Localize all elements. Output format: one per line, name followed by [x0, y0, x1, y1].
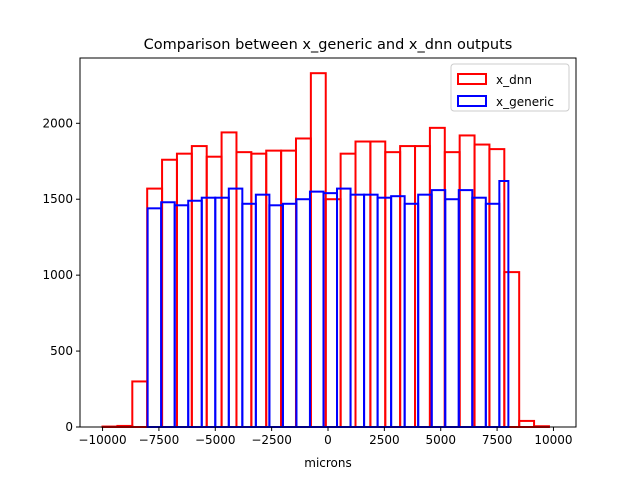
x-tick-label: −10000 — [78, 433, 126, 447]
x-tick-label: 7500 — [482, 433, 513, 447]
y-tick-label: 1000 — [42, 268, 73, 282]
plot-area — [101, 72, 550, 429]
x-tick-label: −7500 — [139, 433, 180, 447]
bar-x_generic-4 — [200, 196, 217, 428]
bar-x_generic-11 — [295, 198, 311, 428]
bar-x_generic-19 — [403, 202, 420, 428]
bar-x_generic-23 — [457, 189, 474, 428]
axes-frame — [79, 57, 577, 428]
bar-x_dnn-19 — [384, 151, 402, 428]
y-tick-label: 2000 — [42, 116, 73, 130]
legend: x_dnn x_generic — [450, 63, 570, 112]
x-tick-label: 5000 — [425, 433, 456, 447]
series-x_dnn — [101, 72, 550, 429]
legend-label-x_dnn: x_dnn — [496, 73, 532, 87]
bar-x_dnn-20 — [399, 145, 417, 429]
y-tick-label: 0 — [65, 420, 73, 434]
legend-swatch-x_dnn — [457, 73, 487, 85]
bar-x_dnn-5 — [175, 152, 193, 429]
bar-x_generic-14 — [336, 187, 352, 428]
bar-x_dnn-13 — [294, 137, 312, 428]
bar-x_dnn-15 — [324, 198, 342, 428]
chart-title: Comparison between x_generic and x_dnn o… — [144, 37, 513, 53]
bar-x_generic-18 — [390, 195, 406, 428]
bar-x_dnn-25 — [473, 143, 491, 429]
bar-x_generic-7 — [241, 202, 257, 428]
bar-x_dnn-3 — [146, 187, 164, 428]
bar-x_dnn-23 — [443, 151, 461, 428]
bar-x_generic-8 — [254, 193, 271, 428]
bar-x_dnn-6 — [190, 145, 208, 429]
bar-x_generic-21 — [430, 189, 447, 428]
y-axis: 0 500 1000 1500 2000 — [42, 116, 80, 434]
y-tick-label: 1500 — [42, 192, 73, 206]
x-axis: −10000 −7500 −5000 −2500 0 2500 5000 7500 10000 — [78, 427, 573, 447]
bar-x_dnn-28 — [518, 419, 536, 429]
bar-x_generic-1 — [160, 201, 176, 428]
bar-x_dnn-9 — [235, 151, 253, 428]
x-tick-label: −5000 — [195, 433, 236, 447]
bar-x_dnn-2 — [131, 380, 149, 429]
bar-x_generic-22 — [444, 198, 460, 428]
bar-x_dnn-17 — [354, 140, 372, 428]
x-tick-label: 0 — [324, 433, 332, 447]
bar-x_generic-25 — [484, 202, 501, 428]
legend-swatch-x_generic — [457, 95, 487, 107]
x-tick-label: 10000 — [534, 433, 572, 447]
bar-x_generic-12 — [308, 190, 325, 428]
bar-x_generic-15 — [349, 193, 366, 428]
bar-x_dnn-27 — [503, 271, 521, 428]
legend-label-x_generic: x_generic — [496, 95, 554, 109]
bar-x_generic-0 — [146, 207, 163, 428]
y-tick-label: 500 — [50, 344, 73, 358]
bar-x_generic-3 — [187, 199, 203, 428]
x-tick-label: −2500 — [251, 433, 292, 447]
x-axis-label: microns — [304, 456, 352, 470]
bar-x_generic-10 — [281, 202, 298, 428]
series-x_generic — [146, 180, 510, 428]
x-tick-label: 2500 — [369, 433, 400, 447]
bar-x_dnn-26 — [488, 148, 506, 428]
legend-box — [450, 63, 570, 112]
